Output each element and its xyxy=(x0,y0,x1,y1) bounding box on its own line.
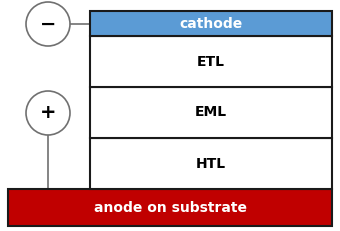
Text: EML: EML xyxy=(195,106,227,119)
Text: HTL: HTL xyxy=(196,156,226,170)
Bar xyxy=(90,87,332,138)
Bar xyxy=(90,138,332,189)
Bar xyxy=(8,189,332,226)
Circle shape xyxy=(26,2,70,46)
Circle shape xyxy=(26,91,70,135)
Text: −: − xyxy=(40,15,56,33)
Bar xyxy=(90,11,332,36)
Text: +: + xyxy=(40,103,56,122)
Text: anode on substrate: anode on substrate xyxy=(94,201,246,215)
Bar xyxy=(90,36,332,87)
Text: cathode: cathode xyxy=(180,16,243,30)
Text: ETL: ETL xyxy=(197,55,225,69)
